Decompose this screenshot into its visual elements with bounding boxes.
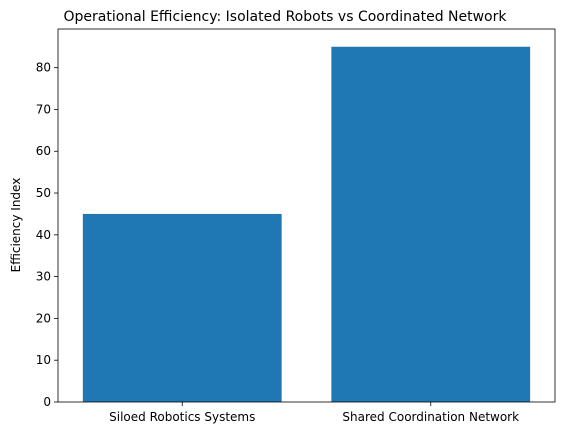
x-tick-label: Shared Coordination Network [342, 410, 519, 424]
axes-frame [57, 28, 556, 403]
y-tick-label: 40 [36, 228, 51, 242]
bar-2 [331, 46, 531, 403]
plot-area: Siloed Robotics Systems Shared Coordinati… [36, 28, 556, 424]
bar-1 [82, 213, 282, 402]
y-tick-label: 30 [36, 270, 51, 284]
y-tick-label: 60 [36, 144, 51, 158]
y-tick-label: 50 [36, 186, 51, 200]
x-tick-label: Siloed Robotics Systems [109, 410, 255, 424]
y-tick-label: 80 [36, 61, 51, 75]
y-tick-label: 20 [36, 311, 51, 325]
y-tick-label: 70 [36, 102, 51, 116]
y-tick-label: 10 [36, 353, 51, 367]
y-axis-label: Efficiency Index [9, 178, 23, 273]
chart-title: Operational Efficiency: Isolated Robots … [64, 9, 508, 25]
y-tick-label: 0 [43, 395, 51, 409]
